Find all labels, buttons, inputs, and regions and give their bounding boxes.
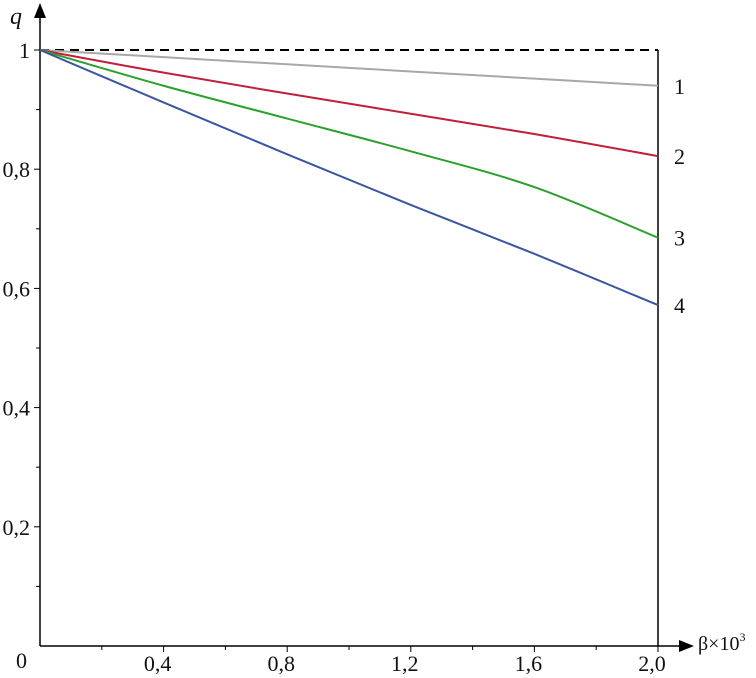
series-label-3: 3 [674,226,685,251]
series-line-4 [39,49,659,307]
x-axis-label-main: β×10 [698,633,739,655]
series-line-1 [39,49,659,87]
series-label-1: 1 [674,74,685,99]
series-label-4: 4 [674,293,685,318]
x-tick-label: 1,2 [391,651,419,676]
x-tick-label: 0,4 [144,651,172,676]
y-tick-label: 0,4 [3,396,31,421]
series-line-2 [39,49,659,158]
y-tick-label: 0,8 [3,157,31,182]
x-tick-label: 1,6 [515,651,543,676]
y-axis-arrow-icon [34,3,46,18]
x-tick-label: 2,0 [638,651,666,676]
y-axis-label: q [10,4,22,30]
series-label-2: 2 [674,144,685,169]
y-tick-label: 0,6 [3,276,31,301]
y-tick-label: 1 [19,38,30,63]
x-axis-label-exponent: 3 [739,630,745,644]
x-axis-arrow-icon [679,640,694,652]
y-tick-label: 0,2 [3,515,31,540]
origin-label: 0 [16,648,27,673]
x-axis-label: β×103 [698,630,745,655]
series-line-3 [39,49,659,239]
x-tick-label: 0,8 [267,651,295,676]
